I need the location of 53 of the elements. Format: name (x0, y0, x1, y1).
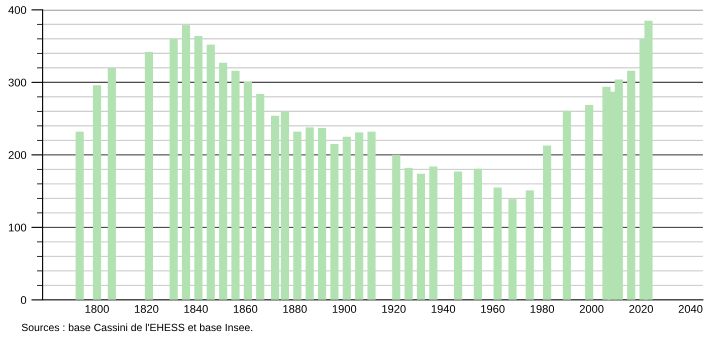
y-tick-label: 300 (8, 78, 26, 86)
bar (367, 132, 376, 300)
x-tick-label: 1920 (382, 305, 406, 313)
bar (454, 172, 462, 300)
bar (280, 111, 290, 300)
bar (306, 127, 314, 300)
y-tick-label: 400 (8, 6, 26, 14)
bar (318, 128, 326, 300)
bar (627, 70, 636, 300)
bar (144, 52, 154, 300)
bar (543, 145, 552, 300)
bar (429, 166, 438, 300)
bar (494, 187, 502, 300)
bar (76, 132, 84, 300)
bar (562, 110, 571, 300)
bar (330, 144, 338, 300)
bar (416, 174, 426, 300)
bar (404, 168, 413, 300)
bar (92, 85, 102, 300)
x-tick-label: 1880 (283, 305, 307, 313)
y-tick-label: 100 (8, 224, 26, 232)
bar (342, 136, 351, 300)
bar (219, 62, 228, 300)
y-tick-label: 0 (20, 296, 26, 304)
bar (231, 70, 240, 300)
bar (508, 199, 517, 300)
x-tick-label: 2000 (580, 305, 604, 313)
source-note: Sources : base Cassini de l'EHESS et base Insee. (22, 323, 252, 332)
x-tick-label: 1840 (184, 305, 208, 313)
x-tick-label: 1800 (85, 305, 109, 313)
bar (293, 132, 302, 300)
x-tick-label: 1980 (530, 305, 554, 313)
bar (526, 190, 534, 300)
bar (244, 82, 252, 300)
bar (170, 38, 178, 300)
bar (182, 25, 190, 300)
bar (474, 168, 482, 300)
x-tick-label: 1900 (332, 305, 356, 313)
bar (256, 94, 264, 300)
bar (108, 68, 116, 300)
bar (392, 154, 400, 300)
bar (355, 132, 364, 300)
x-tick-label: 1940 (432, 305, 456, 313)
bar (585, 104, 594, 300)
bar (270, 116, 280, 300)
y-tick-label: 200 (8, 151, 26, 160)
x-tick-label: 1960 (481, 305, 505, 313)
x-tick-label: 1820 (134, 305, 158, 313)
x-tick-label: 1860 (234, 305, 258, 313)
x-tick-label: 2020 (629, 305, 653, 313)
bar (194, 36, 202, 300)
x-tick-label: 2040 (678, 305, 702, 313)
bar (206, 44, 215, 300)
